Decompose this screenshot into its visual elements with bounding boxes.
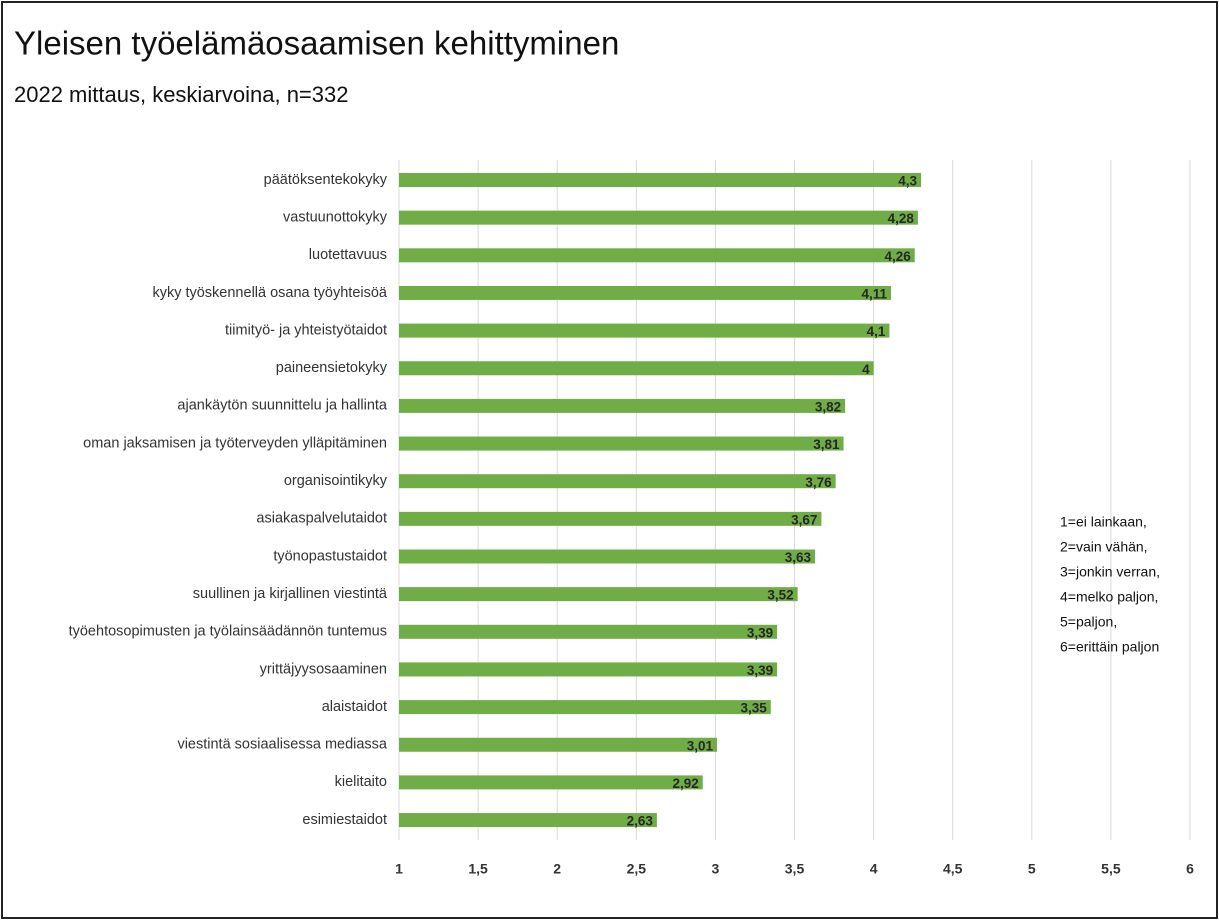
data-label: 2,63	[627, 814, 654, 829]
data-label: 3,63	[785, 550, 812, 565]
bar	[399, 474, 836, 489]
data-label: 3,01	[687, 738, 714, 753]
note-line: 2=vain vähän,	[1060, 539, 1148, 555]
bar	[399, 173, 922, 187]
data-label: 4,3	[898, 174, 917, 189]
bar	[399, 813, 657, 828]
category-label: kielitaito	[335, 774, 387, 790]
data-label: 4	[862, 362, 870, 377]
bar	[399, 436, 844, 451]
category-label: tiimityö- ja yhteistyötaidot	[225, 322, 387, 338]
x-tick-label: 5	[1028, 861, 1036, 877]
data-label: 3,52	[767, 588, 793, 603]
note-line: 4=melko paljon,	[1060, 589, 1158, 605]
data-label: 4,28	[888, 211, 915, 226]
x-tick-label: 2,5	[627, 861, 647, 877]
category-label: yrittäjyysosaaminen	[260, 661, 387, 677]
bar	[399, 398, 846, 413]
data-label: 3,67	[791, 512, 817, 527]
note-line: 1=ei lainkaan,	[1060, 514, 1147, 530]
category-label: oman jaksamisen ja työterveyden ylläpitä…	[83, 435, 387, 451]
bar	[399, 361, 874, 376]
x-tick-label: 1	[395, 861, 403, 877]
chart-subtitle: 2022 mittaus, keskiarvoina, n=332	[14, 82, 348, 107]
x-tick-label: 6	[1186, 861, 1194, 877]
bar	[399, 511, 822, 526]
note-line: 3=jonkin verran,	[1060, 564, 1160, 580]
bar	[399, 323, 890, 338]
x-tick-label: 4	[870, 861, 878, 877]
bar	[399, 587, 798, 602]
x-tick-label: 3	[712, 861, 720, 877]
x-tick-label: 2	[553, 861, 561, 877]
bar	[399, 624, 778, 639]
category-label: kyky työskennellä osana työyhteisöä	[152, 285, 387, 301]
category-label: luotettavuus	[309, 247, 387, 263]
category-label: suullinen ja kirjallinen viestintä	[193, 586, 388, 602]
category-label: työehtosopimusten ja työlainsäädännön tu…	[69, 624, 387, 640]
data-label: 3,82	[815, 399, 841, 414]
bar	[399, 210, 918, 225]
data-label: 3,39	[747, 663, 773, 678]
x-tick-label: 1,5	[468, 861, 488, 877]
data-label: 3,76	[805, 475, 832, 490]
x-tick-label: 4,5	[943, 861, 963, 877]
data-label: 3,35	[740, 701, 767, 716]
category-label: päätöksentekokyky	[264, 172, 388, 188]
category-label: vastuunottokyky	[283, 209, 388, 225]
category-label: asiakaspalvelutaidot	[256, 511, 387, 527]
x-tick-label: 5,5	[1101, 861, 1121, 877]
x-tick-label: 3,5	[785, 861, 805, 877]
category-label: työnopastustaidot	[273, 548, 387, 564]
category-label: alaistaidot	[322, 699, 387, 715]
note-line: 6=erittäin paljon	[1060, 639, 1159, 655]
note-line: 5=paljon,	[1060, 614, 1117, 630]
category-label: viestintä sosiaalisessa mediassa	[177, 737, 387, 753]
category-label: esimiestaidot	[302, 812, 387, 828]
category-label: paineensietokyky	[276, 360, 388, 376]
bar	[399, 549, 816, 564]
data-label: 2,92	[672, 776, 698, 791]
category-label: organisointikyky	[284, 473, 388, 489]
data-label: 4,1	[867, 324, 886, 339]
bar	[399, 700, 771, 715]
bar	[399, 248, 915, 263]
bar	[399, 775, 703, 790]
data-label: 4,26	[884, 249, 911, 264]
data-label: 3,39	[747, 625, 773, 640]
data-label: 3,81	[813, 437, 840, 452]
chart-title: Yleisen työelämäosaamisen kehittyminen	[14, 25, 619, 62]
bar	[399, 737, 717, 752]
bar	[399, 662, 778, 677]
data-label: 4,11	[861, 287, 887, 302]
category-label: ajankäytön suunnittelu ja hallinta	[177, 398, 388, 414]
bar	[399, 285, 892, 300]
